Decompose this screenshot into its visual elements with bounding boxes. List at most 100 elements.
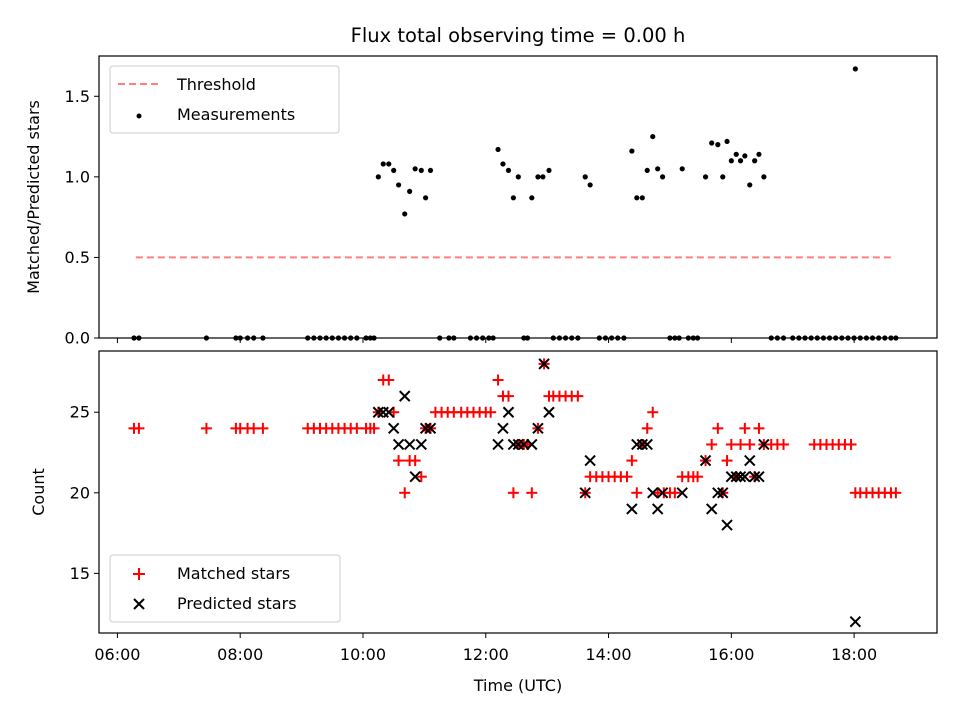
measurement-point [702,174,709,180]
measurement-point [752,158,758,164]
predicted-star-stroke-b [372,406,385,418]
measurement-point [715,142,721,148]
top-legend-box [109,65,340,134]
top-axes-frame [98,55,938,339]
matched-star-marker [725,438,737,450]
measurement-point [650,133,656,140]
predicted-star-stroke-b [383,406,395,418]
predicted-star-marker [753,470,765,483]
predicted-star-marker [705,503,718,515]
matched-star-marker [572,390,584,402]
predicted-star-marker [403,438,416,451]
matched-star-marker [739,422,751,434]
predicted-star-stroke-b [424,422,437,435]
predicted-star-marker [526,438,538,451]
top-y-tick-label: 1.0 [65,167,90,186]
predicted-star-stroke-b [392,438,405,451]
predicted-star-marker [584,454,596,467]
measurement-point [639,195,645,201]
bottom-x-tick-label: 08:00 [217,645,263,664]
predicted-star-marker [647,487,659,499]
predicted-star-stroke-b [507,438,520,451]
matched-star-marker [399,487,411,499]
measurement-point [418,167,424,174]
top-legend: Threshold Measurements [109,65,340,134]
matched-star-marker [409,455,421,467]
predicted-star-stroke-b [492,438,504,451]
x-axis-label: Time (UTC) [473,676,562,695]
predicted-star-stroke-b [849,616,862,628]
bottom-y-tick-label: 25 [70,403,90,422]
matched-star-marker [735,438,747,450]
measurement-point [505,167,512,174]
top-y-tick-label: 1.5 [65,87,90,106]
matched-star-marker [507,487,519,499]
predicted-star-marker [538,358,550,370]
predicted-star-marker [641,438,653,451]
matched-star-marker [753,422,765,434]
matched-star-marker [415,471,427,483]
predicted-star-marker [372,406,385,418]
legend-measurements-label: Measurements [177,105,295,124]
bottom-x-tick-label: 18:00 [831,645,877,664]
bottom-legend: Matched stars Predicted stars [109,554,341,623]
legend-predicted-x-icon [133,598,145,610]
measurement-point [761,174,767,180]
predicted-star-marker [383,406,395,418]
matched-star-marker [626,455,638,467]
measurement-point [407,188,413,194]
predicted-star-marker [656,487,669,499]
matched-star-marker [890,487,902,499]
bottom-axes-frame [98,350,938,634]
predicted-star-stroke-b [712,487,724,499]
predicted-star-marker [387,422,400,435]
legend-measurement-dot-icon [136,113,142,119]
predicted-star-stroke-b [748,470,761,483]
predicted-star-stroke-b [705,503,718,515]
bottom-x-tick-label: 16:00 [708,645,754,664]
predicted-star-marker [725,470,738,483]
measurement-point [423,195,429,201]
measurement-point [386,161,392,167]
predicted-star-marker [744,454,756,467]
measurement-point [515,174,521,180]
measurement-point [582,174,588,180]
predicted-star-stroke-b [538,358,550,370]
matched-star-marker [647,406,659,418]
measurement-point [634,195,640,201]
predicted-star-stroke-b [717,487,729,499]
measurement-point [655,166,661,172]
matched-star-marker [248,422,260,434]
bottom-y-tick-label: 15 [70,564,90,583]
predicted-star-stroke-b [626,503,638,515]
measurement-point [644,167,650,174]
predicted-star-marker [717,487,729,499]
top-panel: Matched/Predicted stars Threshold Measur… [24,55,938,348]
predicted-star-marker [758,438,770,451]
predicted-star-marker [739,470,751,483]
predicted-star-marker [676,487,688,499]
predicted-star-stroke-b [387,422,400,435]
bottom-panel: Count Time (UTC) Matched stars Predicted… [29,350,938,695]
legend-predicted-label: Predicted stars [177,594,297,613]
matched-star-marker [393,455,405,467]
predicted-star-marker [424,422,437,435]
measurement-point [709,140,715,146]
predicted-star-marker [721,519,733,531]
matched-star-marker [631,487,643,499]
predicted-star-stroke-b [409,470,421,483]
predicted-star-stroke-b [676,487,688,499]
measurement-point [728,158,734,164]
measurement-point [375,174,381,180]
predicted-star-marker [543,406,555,418]
top-y-tick-label: 0.0 [65,329,90,348]
predicted-star-stroke-b [739,470,751,483]
matched-star-marker [368,422,380,434]
predicted-star-marker [415,438,428,451]
predicted-star-stroke-b [415,438,428,451]
measurement-point [852,66,858,72]
predicted-star-marker [419,422,432,435]
matched-star-marker [721,455,733,467]
measurement-point [427,167,434,174]
